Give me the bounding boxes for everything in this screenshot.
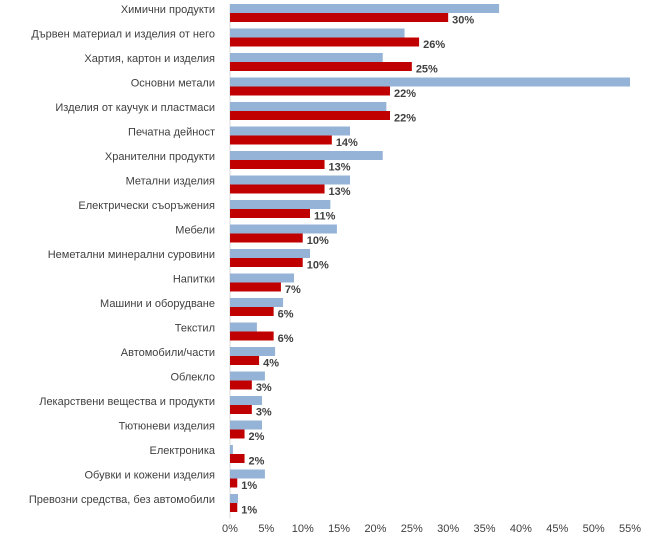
bar <box>230 331 274 341</box>
bar <box>230 380 252 390</box>
x-tick-label: 0% <box>222 523 238 535</box>
bar <box>230 371 265 381</box>
y-tick-label: Напитки <box>173 273 215 285</box>
value-label: 2% <box>249 431 265 443</box>
value-label: 1% <box>241 480 257 492</box>
bar <box>230 135 332 145</box>
y-tick-label: Хранителни продукти <box>105 151 215 163</box>
value-label: 13% <box>329 186 351 198</box>
value-label: 3% <box>256 406 272 418</box>
y-tick-label: Автомобили/части <box>121 347 215 359</box>
value-label: 10% <box>307 259 329 271</box>
value-label: 25% <box>416 63 438 75</box>
bar <box>230 478 238 488</box>
x-tick-label: 40% <box>510 523 532 535</box>
value-label: 22% <box>394 112 416 124</box>
value-label: 2% <box>249 455 265 467</box>
value-label: 13% <box>329 161 351 173</box>
y-tick-label: Дървен материал и изделия от него <box>31 28 215 40</box>
x-tick-label: 30% <box>437 523 459 535</box>
y-tick-label: Електроника <box>150 445 216 457</box>
bar <box>230 347 276 356</box>
y-tick-label: Основни метали <box>131 77 215 89</box>
bar <box>230 396 262 405</box>
bar <box>230 249 310 258</box>
x-tick-label: 20% <box>364 523 386 535</box>
bar <box>230 233 303 243</box>
value-label: 26% <box>423 39 445 51</box>
bar <box>230 28 405 38</box>
x-tick-label: 15% <box>328 523 350 535</box>
bar <box>230 53 383 62</box>
bar <box>230 102 387 111</box>
x-tick-label: 5% <box>258 523 274 535</box>
bar <box>230 13 449 22</box>
bar <box>230 273 294 283</box>
y-tick-label: Текстил <box>175 322 215 334</box>
bar <box>230 503 238 512</box>
y-tick-label: Химични продукти <box>121 4 215 16</box>
bar <box>230 469 265 479</box>
x-tick-label: 50% <box>583 523 605 535</box>
bar <box>230 77 630 87</box>
bar <box>230 429 245 439</box>
bar <box>230 298 284 307</box>
bar <box>230 62 412 71</box>
bar <box>230 184 325 194</box>
bar <box>230 111 390 120</box>
value-label: 4% <box>263 357 279 369</box>
bar <box>230 494 238 503</box>
y-tick-label: Превозни средства, без автомобили <box>29 494 215 506</box>
y-tick-label: Печатна дейност <box>128 126 215 138</box>
bar <box>230 282 281 292</box>
bar <box>230 258 303 267</box>
y-tick-label: Машини и оборудване <box>100 298 215 310</box>
y-tick-label: Хартия, картон и изделия <box>84 53 215 65</box>
bar <box>230 420 262 430</box>
x-tick-label: 35% <box>474 523 496 535</box>
value-label: 30% <box>452 14 474 26</box>
x-tick-label: 45% <box>546 523 568 535</box>
bar <box>230 322 257 332</box>
y-tick-label: Неметални минерални суровини <box>48 249 215 261</box>
value-label: 10% <box>307 235 329 247</box>
y-tick-label: Обувки и кожени изделия <box>85 469 216 481</box>
bar <box>230 37 420 47</box>
value-label: 7% <box>285 284 301 296</box>
y-tick-label: Тютюневи изделия <box>119 420 215 432</box>
bar <box>230 454 245 463</box>
value-label: 3% <box>256 382 272 394</box>
x-tick-label: 25% <box>401 523 423 535</box>
x-tick-label: 10% <box>292 523 314 535</box>
value-label: 14% <box>336 137 358 149</box>
bar <box>230 307 274 316</box>
bar <box>230 405 252 414</box>
value-label: 6% <box>278 308 294 320</box>
bar <box>230 151 383 160</box>
bar <box>230 4 500 13</box>
value-label: 6% <box>278 333 294 345</box>
y-tick-label: Метални изделия <box>126 175 215 187</box>
y-tick-label: Изделия от каучук и пластмаси <box>55 102 215 114</box>
bar <box>230 160 325 169</box>
bar <box>230 224 337 234</box>
y-tick-label: Облекло <box>171 371 216 383</box>
bar <box>230 86 390 96</box>
value-label: 22% <box>394 88 416 100</box>
y-tick-label: Лекарствени вещества и продукти <box>39 396 215 408</box>
value-label: 11% <box>314 210 336 222</box>
y-tick-label: Електрически съоръжения <box>78 200 215 212</box>
bar <box>230 126 350 136</box>
bar <box>230 175 350 185</box>
value-label: 1% <box>241 504 257 516</box>
bar <box>230 209 310 218</box>
bar <box>230 356 260 365</box>
bar <box>230 445 233 454</box>
x-tick-label: 55% <box>619 523 641 535</box>
y-tick-label: Мебели <box>175 224 215 236</box>
bar <box>230 200 331 209</box>
